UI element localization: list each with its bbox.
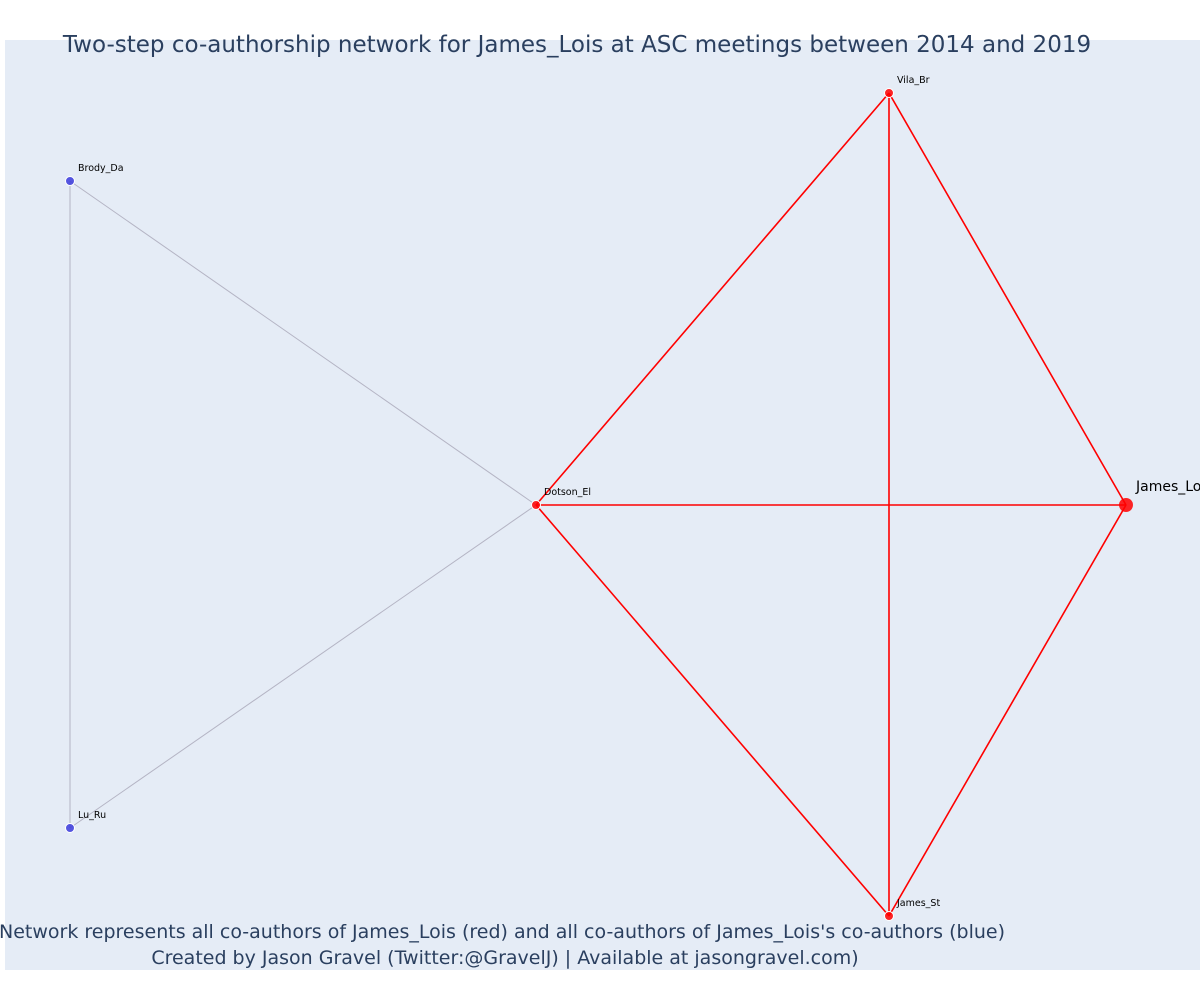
node-label-james-st: James_St — [896, 898, 940, 909]
labels-layer: James_Lo Vila_Br Dotson_El James_St Brody_Da… — [78, 75, 1200, 909]
nodes-layer — [65, 88, 1133, 921]
node-james-lois[interactable] — [1119, 498, 1133, 512]
node-label-brody-da: Brody_Da — [78, 163, 124, 174]
edges-layer — [69, 92, 1127, 917]
node-label-dotson-el: Dotson_El — [544, 487, 591, 498]
node-label-james-lois: James_Lo — [1135, 479, 1200, 495]
node-vila-br[interactable] — [884, 88, 894, 98]
edge-vila-br-dotson-el — [535, 92, 890, 506]
caption-line-1: Network represents all co-authors of Jam… — [0, 921, 1005, 943]
chart-title: Two-step co-authorship network for James… — [62, 32, 1091, 58]
caption-line-2: Created by Jason Gravel (Twitter:@Gravel… — [151, 947, 858, 969]
node-label-vila-br: Vila_Br — [897, 75, 930, 86]
edge-brody-da-dotson-el — [69, 180, 537, 506]
node-label-lu-ru: Lu_Ru — [78, 810, 106, 821]
edge-dotson-el-james-st — [535, 504, 890, 917]
node-james-st[interactable] — [884, 911, 894, 921]
node-brody-da[interactable] — [65, 176, 75, 186]
edge-vila-br-james-lois — [888, 92, 1127, 506]
node-lu-ru[interactable] — [65, 823, 75, 833]
node-dotson-el[interactable] — [531, 500, 541, 510]
edge-lu-ru-dotson-el — [69, 504, 537, 829]
edge-james-lois-james-st — [888, 504, 1127, 917]
